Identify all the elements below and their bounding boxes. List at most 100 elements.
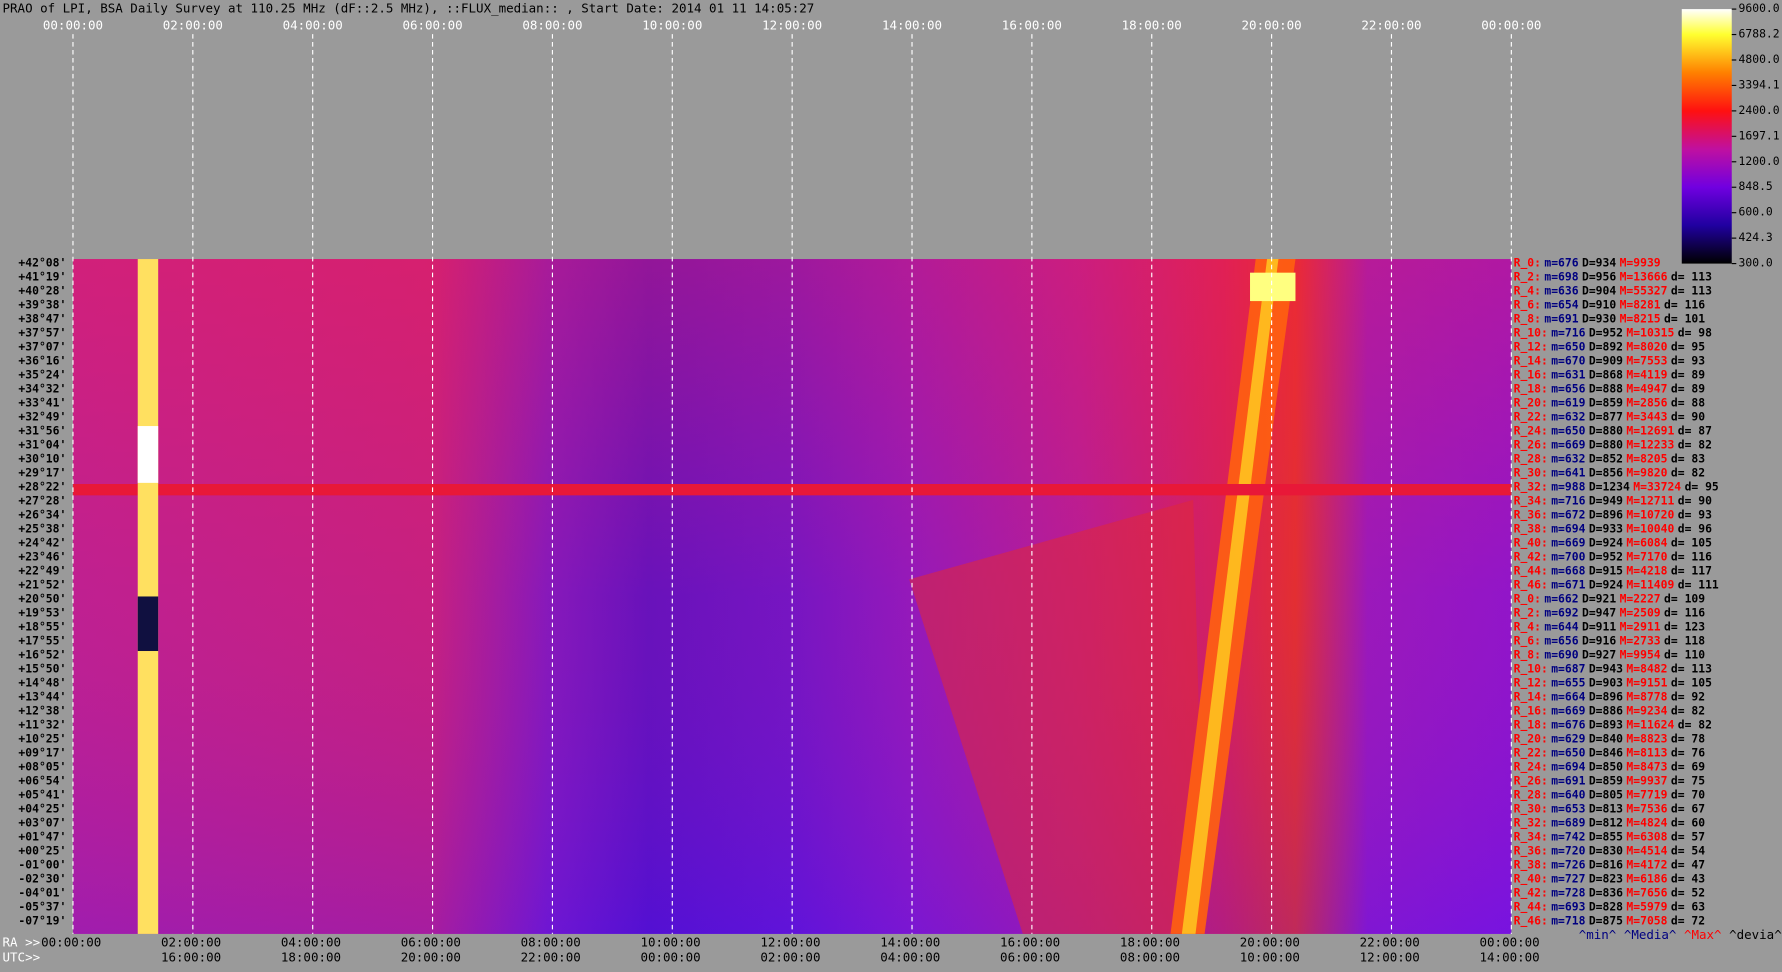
beam-stat: M=8205	[1626, 452, 1667, 466]
declination-label: +36°16'	[18, 354, 66, 368]
utc-axis-label: 20:00:00	[401, 949, 461, 964]
beam-stats-row: R_36: m=720 D=830 M=4514 d= 54	[1514, 843, 1706, 857]
beam-stat: M=5979	[1626, 899, 1667, 913]
beam-stat: D=830	[1589, 843, 1623, 857]
beam-stat: m=727	[1551, 871, 1585, 885]
beam-stat: M=4824	[1626, 815, 1667, 829]
beam-stat: M=33724	[1633, 480, 1681, 494]
beam-stat: M=7536	[1626, 801, 1667, 815]
beam-stat: d= 76	[1671, 745, 1705, 759]
beam-stat: M=13666	[1620, 270, 1668, 284]
beam-stat: R_28:	[1514, 787, 1548, 801]
beam-stat: R_24:	[1514, 424, 1548, 438]
beam-stat: M=6308	[1626, 829, 1667, 843]
beam-stat: d= 72	[1671, 913, 1705, 927]
beam-stat: m=698	[1544, 270, 1578, 284]
ra-axis-label: 06:00:00	[401, 935, 461, 950]
declination-label: +31°56'	[18, 424, 66, 438]
declination-label: +38°47'	[18, 312, 66, 326]
beam-stat: R_38:	[1514, 522, 1548, 536]
beam-stat: m=664	[1551, 689, 1585, 703]
beam-stat: d= 82	[1678, 438, 1712, 452]
beam-stat: R_0:	[1514, 256, 1541, 270]
beam-stat: M=6084	[1626, 536, 1667, 550]
beam-stats-row: R_16: m=669 D=886 M=9234 d= 82	[1514, 703, 1705, 717]
colorbar-label: 848.5	[1739, 179, 1773, 193]
beam-stat: R_14:	[1514, 354, 1548, 368]
beam-stat: m=726	[1551, 857, 1585, 871]
beam-stat: d= 90	[1671, 410, 1705, 424]
ra-axis-label: 00:00:00	[1480, 935, 1540, 950]
top-axis-label: 12:00:00	[762, 18, 822, 33]
beam-stats-row: R_6: m=654 D=910 M=8281 d= 116	[1514, 298, 1706, 312]
beam-stat: d= 54	[1671, 843, 1705, 857]
declination-label: +40°28'	[18, 284, 66, 298]
beam-stat: d= 78	[1671, 731, 1705, 745]
beam-stat: M=6186	[1626, 871, 1667, 885]
beam-stat: m=636	[1544, 284, 1578, 298]
declination-label: +09°17'	[18, 745, 66, 759]
beam-stat: D=911	[1582, 619, 1616, 633]
beam-stat: m=716	[1551, 326, 1585, 340]
beam-stat: d= 109	[1664, 592, 1705, 606]
declination-label: +05°41'	[18, 787, 66, 801]
beam-stat: m=720	[1551, 843, 1585, 857]
beam-stat: D=859	[1589, 396, 1623, 410]
beam-stat: m=689	[1551, 815, 1585, 829]
beam-stat: M=8215	[1620, 312, 1661, 326]
beam-stat: R_18:	[1514, 717, 1548, 731]
beam-stat: R_0:	[1514, 592, 1541, 606]
ra-prefix: RA >>	[3, 935, 41, 950]
beam-stat: d= 83	[1671, 452, 1705, 466]
beam-stats-row: R_44: m=668 D=915 M=4218 d= 117	[1514, 564, 1712, 578]
title: PRAO of LPI, BSA Daily Survey at 110.25 …	[3, 1, 815, 16]
top-axis-label: 00:00:00	[1481, 18, 1541, 33]
beam-stat: M=7656	[1626, 885, 1667, 899]
beam-stat: D=916	[1582, 633, 1616, 647]
beam-stats-row: R_0: m=676 D=934 M=9939	[1514, 256, 1661, 270]
beam-stat: R_10:	[1514, 326, 1548, 340]
beam-stat: m=669	[1551, 438, 1585, 452]
beam-stat: m=650	[1551, 745, 1585, 759]
declination-label: +25°38'	[18, 522, 66, 536]
beam-stat: D=877	[1589, 410, 1623, 424]
beam-stat: m=690	[1544, 647, 1578, 661]
beam-stat: D=846	[1589, 745, 1623, 759]
beam-stats-row: R_26: m=691 D=859 M=9937 d= 75	[1514, 773, 1706, 787]
beam-stat: D=930	[1582, 312, 1616, 326]
beam-stat: R_16:	[1514, 368, 1548, 382]
declination-label: +33°41'	[18, 396, 66, 410]
beam-stat: d= 93	[1671, 354, 1705, 368]
colorbar-label: 4800.0	[1739, 52, 1780, 66]
beam-stat: D=886	[1589, 703, 1623, 717]
beam-stats-row: R_36: m=672 D=896 M=10720 d= 93	[1514, 508, 1712, 522]
beam-stat: D=840	[1589, 731, 1623, 745]
beam-stat: R_2:	[1514, 270, 1541, 284]
declination-label: +24°42'	[18, 536, 66, 550]
beam-stat: d= 90	[1678, 494, 1712, 508]
declination-label: +39°38'	[18, 298, 66, 312]
ra-axis-label: 16:00:00	[1000, 935, 1060, 950]
ra-axis-label: 20:00:00	[1240, 935, 1300, 950]
beam-stat: d= 92	[1671, 689, 1705, 703]
beam-stat: D=924	[1589, 578, 1623, 592]
beam-stat: D=875	[1589, 913, 1623, 927]
beam-stat: D=805	[1589, 787, 1623, 801]
beam-stat: M=10040	[1626, 522, 1674, 536]
ra-axis-label: 00:00:00	[41, 935, 101, 950]
beam-stat: R_42:	[1514, 550, 1548, 564]
declination-label: +14°48'	[18, 675, 66, 689]
beam-stat: m=693	[1551, 899, 1585, 913]
beam-stat: R_34:	[1514, 494, 1548, 508]
beam-stats-row: R_28: m=640 D=805 M=7719 d= 70	[1514, 787, 1706, 801]
beam-stat: R_32:	[1514, 815, 1548, 829]
declination-label: -02°30'	[18, 871, 66, 885]
beam-stat: D=812	[1589, 815, 1623, 829]
beam-stats-row: R_14: m=664 D=896 M=8778 d= 92	[1514, 689, 1705, 703]
declination-label: +01°47'	[18, 829, 66, 843]
beam-stat: M=12711	[1626, 494, 1674, 508]
beam-stat: d= 88	[1671, 396, 1705, 410]
top-axis-label: 02:00:00	[163, 18, 223, 33]
beam-stat: R_4:	[1514, 284, 1541, 298]
beam-stat: m=640	[1551, 787, 1585, 801]
